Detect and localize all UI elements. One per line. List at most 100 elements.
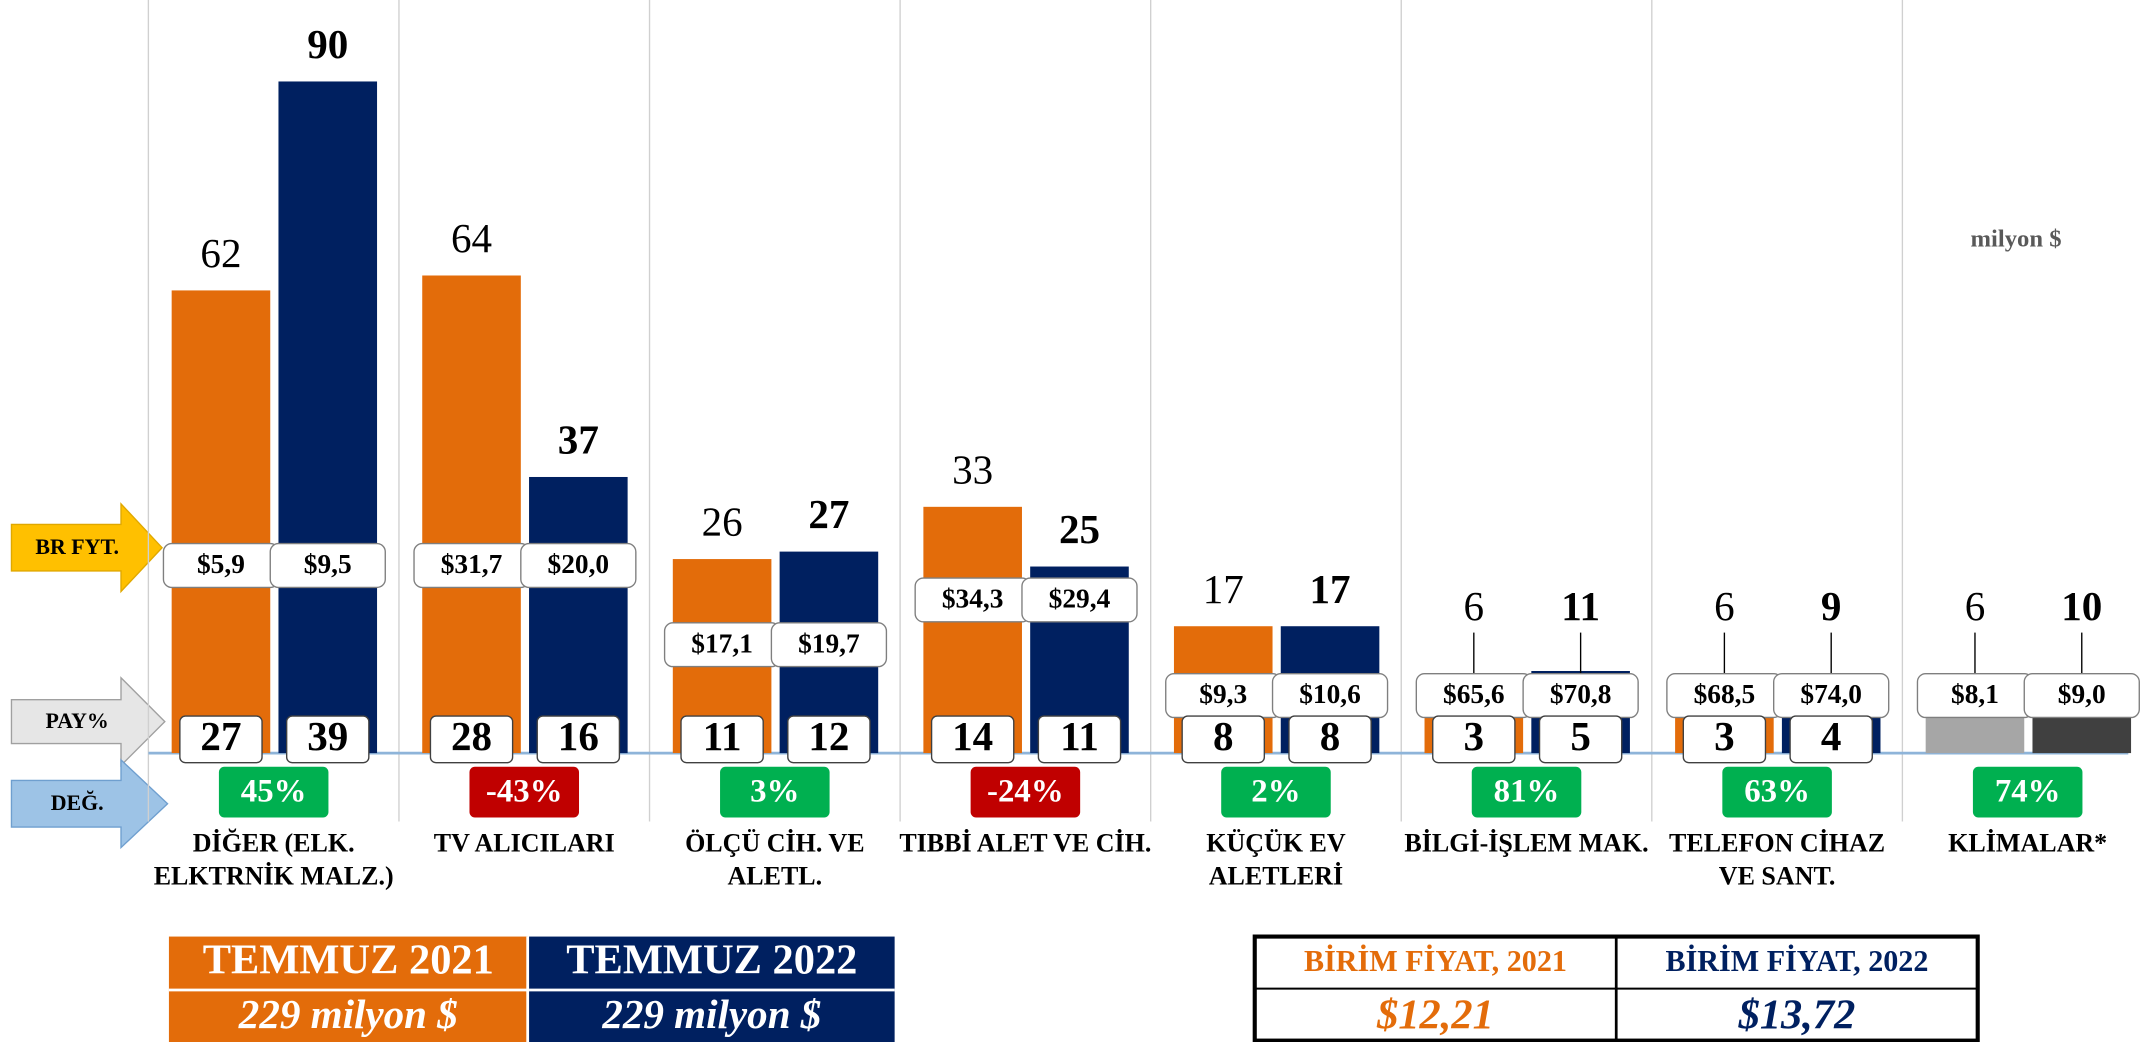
change-badge [720, 766, 830, 818]
price-header: BİRİM FİYAT, 2021 [1304, 944, 1567, 978]
unit-price-box [770, 622, 888, 668]
share-label: 8 [1213, 713, 1234, 759]
share-label: 8 [1320, 713, 1341, 759]
change-label: 74% [1995, 774, 2061, 810]
category-label-box: TELEFON CİHAZ VE SANT. [1669, 829, 1886, 892]
value-label: 37 [558, 417, 599, 463]
share-label: 4 [1821, 713, 1842, 759]
bar [923, 506, 1022, 754]
category-label-box: BİLGİ-İŞLEM MAK. [1404, 829, 1649, 859]
share-box [930, 715, 1015, 764]
row-label: BR FYT. [35, 534, 119, 559]
unit-price: $34,3 [942, 584, 1004, 614]
unit-price: $9,3 [1199, 679, 1247, 709]
category-label: TELEFON CİHAZ VE SANT. [1669, 829, 1886, 892]
change-label: 45% [241, 774, 307, 810]
share-label: 5 [1570, 713, 1591, 759]
category-label: TV ALICILARI [433, 829, 615, 859]
share-label: 11 [703, 713, 742, 759]
unit-price: $65,6 [1443, 679, 1505, 709]
price-value: $12,21 [1376, 991, 1494, 1038]
bar [529, 476, 628, 754]
change-label: 2% [1251, 774, 1300, 810]
unit-price-box [269, 542, 386, 589]
value-label: 26 [702, 499, 743, 545]
share-box [787, 715, 871, 764]
value-label: 11 [1561, 583, 1600, 629]
unit-price: $10,6 [1299, 679, 1361, 709]
unit-price: $31,7 [441, 549, 503, 579]
value-label: 17 [1310, 566, 1351, 612]
unit-price: $5,9 [197, 549, 245, 579]
change-badge [970, 766, 1081, 818]
unit-price: $29,4 [1049, 584, 1111, 614]
value-label: 10 [2061, 583, 2102, 629]
value-label: 6 [1714, 583, 1735, 629]
value-label: 90 [307, 21, 348, 67]
unit-price-box [2023, 672, 2140, 719]
share-box [179, 715, 263, 764]
category-label-box: TIBBİ ALET VE CİH. [899, 829, 1152, 859]
share-label: 14 [952, 713, 993, 759]
share-box [1789, 715, 1873, 764]
value-label: 9 [1821, 583, 1842, 629]
unit-price: $20,0 [548, 549, 610, 579]
value-label: 17 [1203, 566, 1244, 612]
category-label: TIBBİ ALET VE CİH. [899, 829, 1152, 859]
category-label: KLİMALAR* [1948, 829, 2108, 859]
price-value: $13,72 [1738, 991, 1856, 1038]
legend-name: TEMMUZ 2022 [566, 937, 857, 984]
category-label-box: KLİMALAR* [1948, 829, 2108, 859]
category-label-box: ÖLÇÜ CİH. VE ALETL. [685, 829, 865, 892]
price-header: BİRİM FİYAT, 2022 [1665, 944, 1928, 978]
unit-price: $9,5 [304, 549, 352, 579]
bar [171, 290, 271, 754]
value-label: 6 [1965, 583, 1986, 629]
unit-price-arrow [10, 502, 164, 594]
category-label: DİĞER (ELK. ELKTRNİK MALZ.) [153, 829, 394, 892]
legend-total: 229 milyon $ [601, 991, 821, 1037]
change-label: 81% [1494, 774, 1560, 810]
unit-price: $9,0 [2058, 679, 2106, 709]
row-label: DEĞ. [51, 790, 104, 815]
legend-name: TEMMUZ 2021 [203, 937, 494, 984]
category-label: ÖLÇÜ CİH. VE ALETL. [685, 829, 865, 892]
category-label-box: KÜÇÜK EV ALETLERİ [1206, 830, 1345, 892]
change-label: -24% [987, 774, 1064, 810]
change-label: 3% [750, 774, 799, 810]
unit-price: $19,7 [798, 628, 860, 658]
share-box [1538, 715, 1623, 764]
share-label: 39 [307, 713, 348, 759]
change-badge [218, 766, 329, 818]
change-label: -43% [486, 774, 563, 810]
unit-price: $8,1 [1951, 679, 1999, 709]
change-badge [1471, 766, 1582, 818]
unit-price-box [520, 542, 637, 589]
bar [422, 275, 521, 754]
unit-price: $17,1 [691, 628, 753, 658]
unit-price: $74,0 [1800, 679, 1862, 709]
share-box [1682, 715, 1767, 764]
share-box [1037, 715, 1122, 764]
change-badge [469, 766, 580, 818]
category-label-box: DİĞER (ELK. ELKTRNİK MALZ.) [153, 829, 394, 892]
category-label: BİLGİ-İŞLEM MAK. [1404, 829, 1649, 859]
change-badge [1221, 766, 1331, 818]
value-label: 64 [451, 215, 492, 261]
share-box [285, 715, 370, 764]
bar [278, 81, 378, 754]
share-label: 3 [1464, 713, 1485, 759]
category-label-box: TV ALICILARI [433, 829, 615, 859]
row-label: PAY% [46, 708, 109, 733]
value-label: 6 [1464, 583, 1485, 629]
unit-price: $70,8 [1550, 679, 1612, 709]
share-label: 28 [451, 713, 492, 759]
share-label: 11 [1060, 713, 1099, 759]
share-box [429, 715, 514, 764]
change-label: 63% [1744, 774, 1810, 810]
share-label: 16 [558, 713, 599, 759]
share-label: 12 [808, 713, 849, 759]
share-box [1288, 715, 1372, 764]
unit-price: $68,5 [1694, 679, 1756, 709]
